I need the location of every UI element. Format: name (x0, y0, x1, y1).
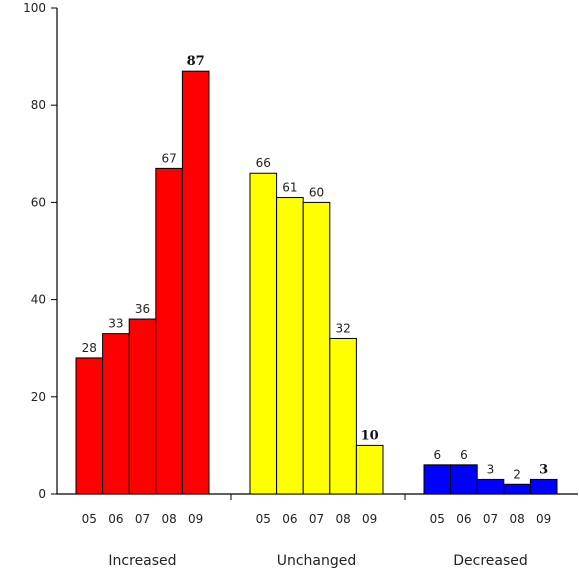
y-tick-label: 0 (38, 487, 46, 501)
x-tick-label: 05 (82, 512, 97, 526)
x-tick-label: 07 (135, 512, 150, 526)
data-label: 67 (161, 151, 176, 165)
x-tick-label: 08 (161, 512, 176, 526)
data-label: 3 (539, 462, 548, 477)
data-label: 10 (361, 428, 379, 443)
data-label: 28 (82, 341, 97, 355)
bar-unchanged-06 (276, 197, 304, 495)
x-tick-label: 09 (362, 512, 377, 526)
x-tick-label: 07 (483, 512, 498, 526)
y-tick-label: 40 (31, 293, 46, 307)
data-label: 36 (135, 302, 150, 316)
bar-increased-06 (102, 333, 130, 495)
x-tick-label: 06 (282, 512, 297, 526)
data-label: 6 (433, 448, 441, 462)
bar-decreased-07 (476, 478, 505, 495)
y-tick-label: 80 (31, 98, 46, 112)
bar-increased-09 (181, 70, 210, 495)
data-label: 61 (282, 181, 297, 195)
x-tick-label: 06 (108, 512, 123, 526)
x-tick-label: 08 (509, 512, 524, 526)
data-label: 3 (487, 462, 495, 476)
x-tick-label: 09 (536, 512, 551, 526)
data-label: 32 (335, 321, 350, 335)
y-tick-label: 60 (31, 195, 46, 209)
x-tick-label: 06 (456, 512, 471, 526)
bar-increased-08 (155, 167, 183, 495)
bars (75, 70, 558, 495)
x-tick-label: 09 (188, 512, 203, 526)
data-label: 60 (309, 185, 324, 199)
y-tick-label: 100 (23, 1, 46, 15)
group-label-unchanged: Unchanged (277, 553, 357, 569)
data-label: 66 (256, 156, 271, 170)
y-tick-label: 20 (31, 390, 46, 404)
labels: 28053306360767088709Increased66056106600… (82, 54, 552, 569)
bar-increased-07 (128, 318, 157, 495)
data-label: 6 (460, 448, 468, 462)
x-tick-label: 05 (256, 512, 271, 526)
x-tick-label: 08 (335, 512, 350, 526)
data-label: 33 (108, 317, 123, 331)
bar-unchanged-08 (329, 337, 357, 495)
bar-increased-05 (75, 357, 104, 495)
bar-decreased-09 (529, 478, 558, 495)
data-label: 87 (187, 54, 205, 69)
bar-decreased-08 (503, 483, 531, 495)
bar-unchanged-09 (355, 444, 384, 495)
bar-decreased-05 (423, 464, 452, 495)
bar-unchanged-05 (249, 172, 278, 495)
data-label: 2 (513, 467, 521, 481)
bar-decreased-06 (450, 464, 478, 495)
x-tick-label: 07 (309, 512, 324, 526)
x-tick-label: 05 (430, 512, 445, 526)
group-label-decreased: Decreased (453, 553, 528, 569)
bar-unchanged-07 (302, 201, 331, 495)
group-label-increased: Increased (108, 553, 176, 569)
